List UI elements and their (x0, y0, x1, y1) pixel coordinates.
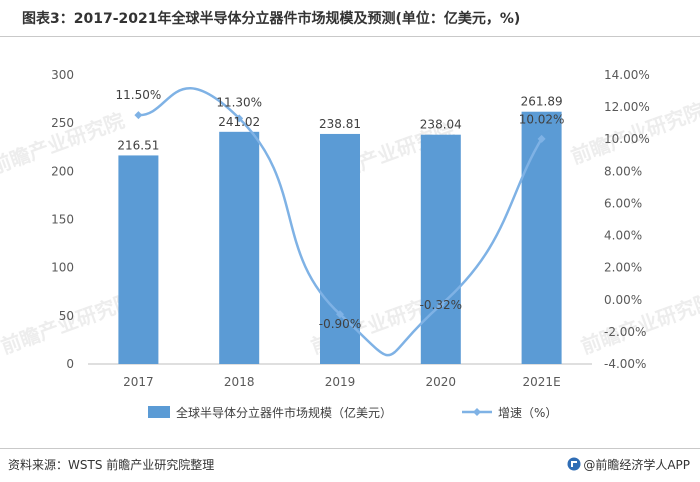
y-right-tick-label: 8.00% (604, 164, 642, 178)
y-left-tick-label: 250 (51, 116, 74, 130)
y-right-tick-label: -2.00% (604, 325, 646, 339)
growth-marker (537, 134, 546, 143)
bar (420, 134, 461, 364)
legend-line-marker (473, 408, 481, 416)
bar (219, 131, 260, 364)
y-left-tick-label: 50 (59, 309, 74, 323)
growth-value-label: 10.02% (519, 113, 565, 127)
y-right-tick-label: -4.00% (604, 357, 646, 371)
growth-marker (336, 310, 344, 319)
brand-credit-text: @前瞻经济学人APP (583, 458, 690, 472)
x-tick-label: 2017 (123, 375, 154, 389)
y-right-tick-label: 6.00% (604, 196, 642, 210)
bar-value-label: 238.81 (319, 117, 361, 131)
growth-marker (134, 111, 143, 120)
bar-value-label: 238.04 (420, 118, 462, 132)
source-note: 资料来源：WSTS 前瞻产业研究院整理 (8, 458, 215, 472)
y-right-tick-label: 12.00% (604, 100, 650, 114)
x-tick-label: 2018 (224, 375, 255, 389)
y-left-tick-label: 150 (51, 213, 74, 227)
y-right-tick-label: 0.00% (604, 293, 642, 307)
legend-line-label: 增速（%） (498, 406, 557, 420)
y-right-tick-label: 10.00% (604, 132, 650, 146)
brand-credit: @前瞻经济学人APP (567, 456, 690, 473)
brand-logo-icon (567, 457, 581, 471)
growth-marker (235, 114, 244, 123)
x-tick-label: 2019 (325, 375, 356, 389)
header-divider (0, 36, 700, 37)
bar-value-label: 241.02 (218, 115, 260, 129)
y-left-tick-label: 100 (51, 261, 74, 275)
y-left-tick-label: 0 (66, 357, 74, 371)
growth-value-label: -0.32% (420, 298, 462, 312)
watermark-text: 前瞻产业研究院 (0, 288, 137, 358)
y-right-tick-label: 4.00% (604, 229, 642, 243)
y-right-tick-label: 14.00% (604, 68, 650, 82)
growth-value-label: -0.90% (319, 317, 361, 331)
y-right-tick-label: 2.00% (604, 261, 642, 275)
x-tick-label: 2021E (523, 375, 561, 389)
footer-divider (0, 448, 700, 449)
x-tick-label: 2020 (426, 375, 457, 389)
bar (521, 111, 562, 364)
bar (118, 155, 159, 364)
chart-title: 图表3：2017-2021年全球半导体分立器件市场规模及预测(单位：亿美元，%) (22, 11, 521, 27)
growth-value-label: 11.30% (216, 95, 262, 109)
y-left-tick-label: 300 (51, 68, 74, 82)
growth-marker (436, 300, 445, 309)
legend-bar-label: 全球半导体分立器件市场规模（亿美元） (176, 405, 392, 420)
y-left-tick-label: 200 (51, 164, 74, 178)
growth-value-label: 11.50% (116, 88, 162, 102)
bar-value-label: 261.89 (521, 95, 563, 109)
legend-bar-swatch (148, 406, 170, 418)
bar-value-label: 216.51 (117, 138, 159, 152)
